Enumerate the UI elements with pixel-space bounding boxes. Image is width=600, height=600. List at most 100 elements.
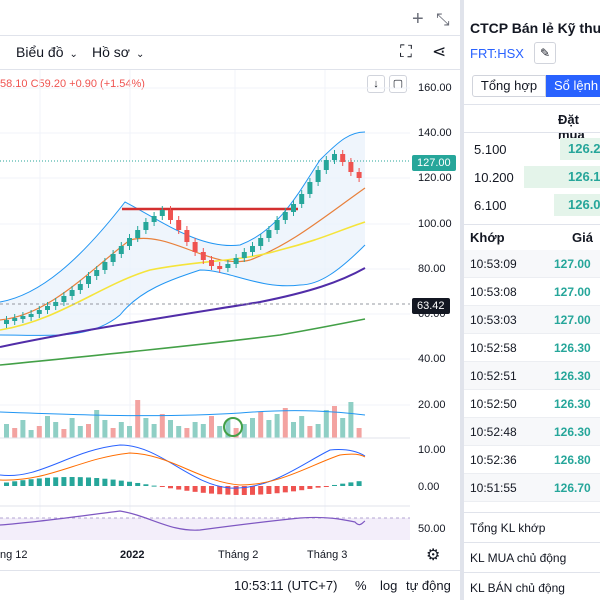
volume-bar <box>225 420 231 438</box>
volume-bar <box>192 422 198 438</box>
candle-body <box>315 170 321 182</box>
macd-bar <box>340 483 346 486</box>
time-axis-label: 2022 <box>120 549 145 561</box>
bid-row: 10.200 126.10 <box>464 165 600 189</box>
candle-body <box>168 210 173 220</box>
macd-signal-line <box>0 452 366 486</box>
profile-menu-button[interactable]: Hồ sơ ⌄ <box>92 44 144 60</box>
company-title: CTCP Bán lẻ Kỹ thuật <box>470 20 600 36</box>
macd-bar <box>168 486 173 489</box>
candle-body <box>209 260 214 266</box>
volume-bar <box>168 420 173 438</box>
crosshair-price-tag: 63.42 <box>412 298 450 314</box>
ma-purple-line <box>0 267 366 348</box>
candle-body <box>12 318 18 321</box>
ma-orange-line <box>0 187 366 321</box>
volume-bar <box>332 406 337 438</box>
tab-order-book[interactable]: Sổ lệnh <box>546 75 600 97</box>
macd-bar <box>266 486 272 494</box>
volume-bar <box>4 424 9 438</box>
volume-bar <box>241 424 247 438</box>
legend-open: 58.10 <box>0 78 28 90</box>
price-chart[interactable] <box>0 70 410 540</box>
candle-body <box>135 230 141 238</box>
ticker-symbol[interactable]: FRT:HSX <box>470 46 524 61</box>
macd-bar <box>233 486 239 495</box>
chart-top-bar: + ⤡ <box>0 0 460 36</box>
volume-bar <box>151 424 157 438</box>
rsi-axis-label: 50.00 <box>418 523 446 535</box>
macd-bar <box>291 486 296 492</box>
order-book-panel: CTCP Bán lẻ Kỹ thuật FRT:HSX ✎ Tổng hợp … <box>464 0 600 600</box>
volume-bar <box>266 420 272 438</box>
volume-bar <box>258 412 264 438</box>
macd-bar <box>315 486 321 488</box>
volume-bar <box>315 424 321 438</box>
volume-bar <box>77 426 83 438</box>
candle-body <box>36 310 42 314</box>
legend-close: C59.20 <box>30 78 67 90</box>
volume-bar <box>209 416 214 438</box>
candle-body <box>356 172 362 178</box>
price-axis-label: 80.00 <box>418 263 446 275</box>
candle-body <box>217 266 223 269</box>
volume-bar <box>61 429 67 438</box>
chart-menu-button[interactable]: Biểu đồ ⌄ <box>16 44 78 60</box>
candle-body <box>282 212 288 220</box>
chevron-down-icon: ⌄ <box>135 49 145 60</box>
trade-row: 10:53:03 127.00 <box>464 306 600 334</box>
macd-bar <box>61 477 67 486</box>
ma-green-line <box>0 318 366 366</box>
clock-label: 10:53:11 (UTC+7) <box>234 578 338 593</box>
tab-summary[interactable]: Tổng hợp <box>472 75 546 97</box>
edit-pencil-icon[interactable]: ✎ <box>534 42 556 64</box>
bid-row: 5.100 126.20 <box>464 137 600 161</box>
last-price-tag: 127.00 <box>412 155 456 171</box>
macd-bar <box>86 477 91 486</box>
macd-bar <box>176 486 182 490</box>
candle-body <box>274 220 280 230</box>
candlesticks <box>4 150 362 328</box>
auto-scale-button[interactable]: tự động <box>406 578 451 593</box>
volume-bar <box>200 424 206 438</box>
volume-bar <box>53 422 59 438</box>
candle-body <box>86 276 91 284</box>
chart-area[interactable]: + ⤡ Biểu đồ ⌄ Hồ sơ ⌄ ⛶ ⋖ 58.10 C59.20 +0.… <box>0 0 460 600</box>
volume-bar <box>159 414 165 438</box>
candle-body <box>250 246 255 252</box>
bid-volume: 10.200 <box>474 170 514 185</box>
macd-bar <box>332 484 337 486</box>
macd-line <box>0 444 366 489</box>
volume-bar <box>20 420 26 438</box>
candle-body <box>266 230 272 238</box>
share-icon[interactable]: ⋖ <box>432 42 447 61</box>
volume-bar <box>348 402 354 438</box>
trade-row: 10:51:55 126.70 <box>464 474 600 502</box>
trade-row: 10:52:51 126.30 <box>464 362 600 390</box>
candle-body <box>291 204 296 212</box>
volume-bar <box>323 410 329 438</box>
macd-bar <box>200 486 206 493</box>
candle-body <box>94 270 100 276</box>
summary-sell-volume: KL BÁN chủ động <box>464 572 600 600</box>
volume-bar <box>118 422 124 438</box>
candle-body <box>332 154 337 160</box>
macd-bar <box>135 482 141 486</box>
candle-body <box>233 258 239 264</box>
volume-ma-line <box>0 410 366 417</box>
macd-bar <box>250 486 255 495</box>
trade-row: 10:52:36 126.80 <box>464 446 600 474</box>
candle-body <box>340 154 346 162</box>
trades-price-header: Giá <box>572 230 593 245</box>
macd-bar <box>258 486 264 495</box>
percent-scale-button[interactable]: % <box>355 578 367 593</box>
chart-menu-label: Biểu đồ <box>16 44 64 60</box>
settings-icon[interactable]: ⚙ <box>426 547 441 564</box>
macd-bar <box>209 486 214 494</box>
fullscreen-icon[interactable]: ⛶ <box>400 42 412 61</box>
add-icon[interactable]: + <box>412 8 424 30</box>
candle-body <box>176 220 182 230</box>
collapse-icon[interactable]: ⤡ <box>436 10 450 29</box>
panel-divider[interactable] <box>460 0 464 600</box>
log-scale-button[interactable]: log <box>380 578 398 593</box>
